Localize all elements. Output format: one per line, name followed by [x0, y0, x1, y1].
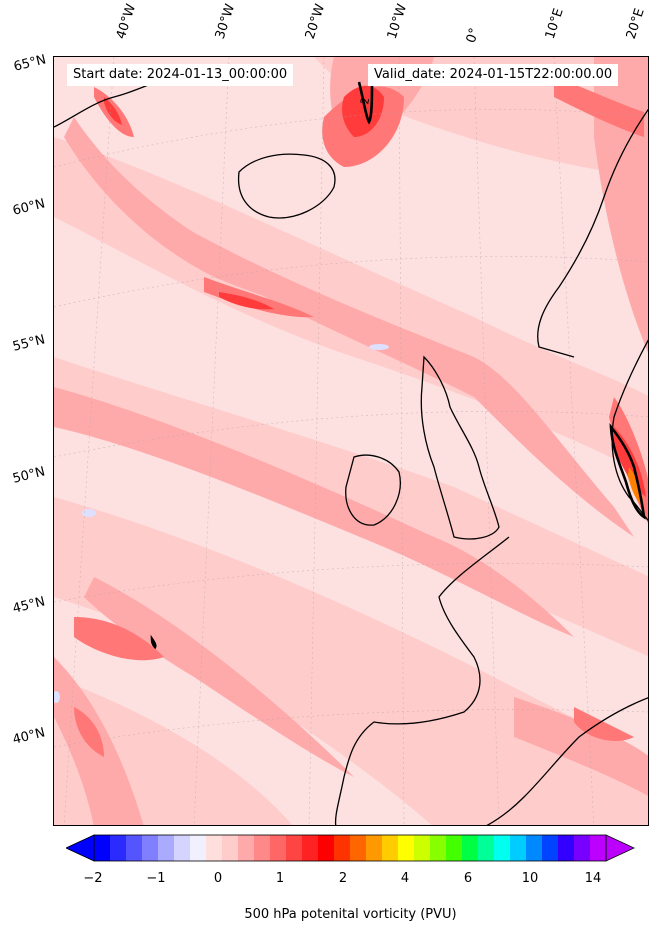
colorbar-tick: 2 [338, 871, 348, 886]
colorbar-cell [542, 835, 559, 861]
lat-label-40n: 40°N [11, 725, 47, 748]
pv-field-negative [54, 344, 389, 703]
lon-label-20e: 20°E [623, 6, 648, 42]
map-panel: 2 [53, 56, 649, 826]
lat-label-65n: 65°N [12, 52, 48, 75]
lat-label-60n: 60°N [11, 196, 47, 219]
colorbar-cell [190, 835, 207, 861]
colorbar-max-extension [605, 834, 635, 862]
colorbar-cell [510, 835, 527, 861]
colorbar-cell [494, 835, 511, 861]
great-britain-coast [420, 355, 500, 540]
lat-label-50n: 50°N [11, 464, 47, 487]
colorbar-cell [526, 835, 543, 861]
colorbar-cell [302, 835, 319, 861]
colorbar-cell [366, 835, 383, 861]
colorbar-cell [382, 835, 399, 861]
ireland-coast [345, 454, 401, 526]
pv-2-contours [150, 81, 646, 650]
lon-label-10w: 10°W [384, 2, 411, 41]
colorbar-cell [94, 835, 111, 861]
colorbar-cell [270, 835, 287, 861]
france-iberia-coast [334, 536, 510, 825]
colorbar-cell [174, 835, 191, 861]
colorbar-cell [398, 835, 415, 861]
colorbar-cell [350, 835, 367, 861]
colorbar-tick: 0 [213, 871, 223, 886]
colorbar-cell [574, 835, 591, 861]
start-date-label: Start date: 2024-01-13_00:00:00 [67, 64, 294, 86]
colorbar-tick: 10 [521, 871, 539, 886]
colorbar-tick: 6 [463, 871, 473, 886]
colorbar-cell [334, 835, 351, 861]
colorbar-tick: 1 [275, 871, 285, 886]
lon-label-0: 0° [463, 26, 483, 45]
colorbar-cell [110, 835, 127, 861]
colorbar-cell [478, 835, 495, 861]
graticule [54, 57, 648, 825]
colorbar [66, 834, 635, 862]
lat-label-45n: 45°N [11, 594, 47, 617]
lon-label-10e: 10°E [542, 6, 567, 42]
lon-label-30w: 30°W [212, 2, 239, 41]
iceland-coast [237, 153, 336, 219]
colorbar-cell [142, 835, 159, 861]
valid-date-label: Valid_date: 2024-01-15T22:00:00.00 [368, 64, 619, 86]
colorbar-tick: −1 [146, 871, 166, 886]
baltic-coast [611, 339, 648, 522]
colorbar-tick: 4 [400, 871, 410, 886]
colorbar-cell [462, 835, 479, 861]
colorbar-cell [222, 835, 239, 861]
contour-label: 2 [358, 96, 372, 105]
coastlines [54, 76, 648, 825]
lon-label-20w: 20°W [302, 2, 329, 41]
colorbar-cell [238, 835, 255, 861]
colorbar-cell [558, 835, 575, 861]
colorbar-cell [206, 835, 223, 861]
potential-vorticity-map: 2 [54, 57, 648, 825]
colorbar-cell [318, 835, 335, 861]
colorbar-cell [158, 835, 175, 861]
colorbar-cells [94, 835, 607, 861]
colorbar-tick: −2 [83, 871, 103, 886]
mediterranean-coast [486, 697, 648, 825]
colorbar-cell [414, 835, 431, 861]
colorbar-cell [254, 835, 271, 861]
colorbar-cell [430, 835, 447, 861]
colorbar-cell [446, 835, 463, 861]
lat-label-55n: 55°N [11, 332, 47, 355]
colorbar-cell [590, 835, 607, 861]
colorbar-outline [93, 834, 607, 862]
colorbar-cell [286, 835, 303, 861]
colorbar-tick: 14 [584, 871, 602, 886]
colorbar-min-extension [66, 834, 95, 862]
colorbar-cell [126, 835, 143, 861]
scandinavia-coast [537, 108, 648, 358]
lon-label-40w: 40°W [113, 2, 140, 41]
colorbar-label: 500 hPa potenital vorticity (PVU) [244, 907, 457, 922]
